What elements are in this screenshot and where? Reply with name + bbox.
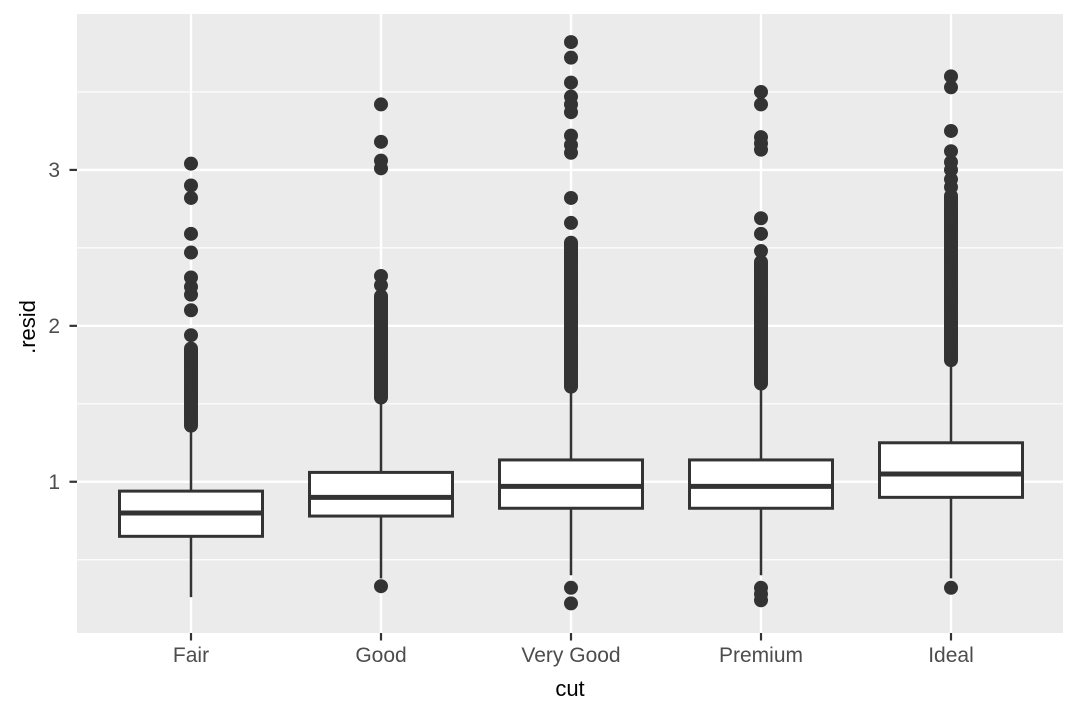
x-tick-label: Good xyxy=(355,644,406,667)
outlier-dot xyxy=(184,190,198,205)
outlier-dot xyxy=(564,596,578,611)
outlier-dot xyxy=(184,245,198,260)
outlier-dot xyxy=(754,226,768,241)
outlier-dot xyxy=(374,289,388,304)
outlier-dot xyxy=(374,268,388,283)
outlier-dot xyxy=(564,75,578,90)
iqr-box xyxy=(878,441,1024,499)
outlier-dot xyxy=(754,254,768,269)
outlier-dot xyxy=(564,235,578,250)
outlier-dot xyxy=(564,50,578,65)
iqr-box xyxy=(308,470,454,518)
outlier-dot xyxy=(374,134,388,149)
y-tick-label: 3 xyxy=(48,159,60,182)
outlier-dot xyxy=(754,243,768,258)
y-axis-title: .resid xyxy=(15,300,40,354)
outlier-dot xyxy=(184,270,198,285)
outlier-dot xyxy=(184,328,198,343)
boxplot-good xyxy=(308,97,454,594)
y-tick-label: 1 xyxy=(48,471,60,494)
outlier-dot xyxy=(564,215,578,230)
outlier-dot xyxy=(944,144,958,159)
outlier-dot xyxy=(184,303,198,318)
boxplot-fair xyxy=(118,156,264,598)
boxplot-very-good xyxy=(498,35,644,611)
outlier-dot xyxy=(944,80,958,95)
outlier-dot xyxy=(184,226,198,241)
outlier-dot xyxy=(184,341,198,356)
outlier-dot xyxy=(184,156,198,171)
outlier-dot xyxy=(564,580,578,595)
outlier-dot xyxy=(754,580,768,595)
outlier-dot xyxy=(374,579,388,594)
boxplot-premium xyxy=(688,84,834,608)
x-tick-label: Premium xyxy=(719,644,803,667)
outlier-dot xyxy=(374,153,388,168)
y-tick-label: 2 xyxy=(48,315,60,338)
outlier-dot xyxy=(754,97,768,112)
boxplot-ideal xyxy=(878,69,1024,595)
outlier-dot xyxy=(944,580,958,595)
outlier-dot xyxy=(754,84,768,99)
x-axis-title: cut xyxy=(555,676,585,701)
outlier-dot xyxy=(564,128,578,143)
outlier-dot xyxy=(564,190,578,205)
outlier-dot xyxy=(944,69,958,84)
outlier-dot xyxy=(564,89,578,104)
outlier-dot xyxy=(944,155,958,170)
outlier-dot xyxy=(754,130,768,145)
outlier-dot xyxy=(184,178,198,193)
x-tick-label: Very Good xyxy=(521,644,620,667)
outlier-dot xyxy=(374,97,388,112)
outlier-dot xyxy=(944,123,958,138)
x-tick-label: Ideal xyxy=(928,644,974,667)
outlier-dot xyxy=(754,211,768,226)
outlier-dot xyxy=(564,35,578,50)
x-tick-label: Fair xyxy=(173,644,209,667)
